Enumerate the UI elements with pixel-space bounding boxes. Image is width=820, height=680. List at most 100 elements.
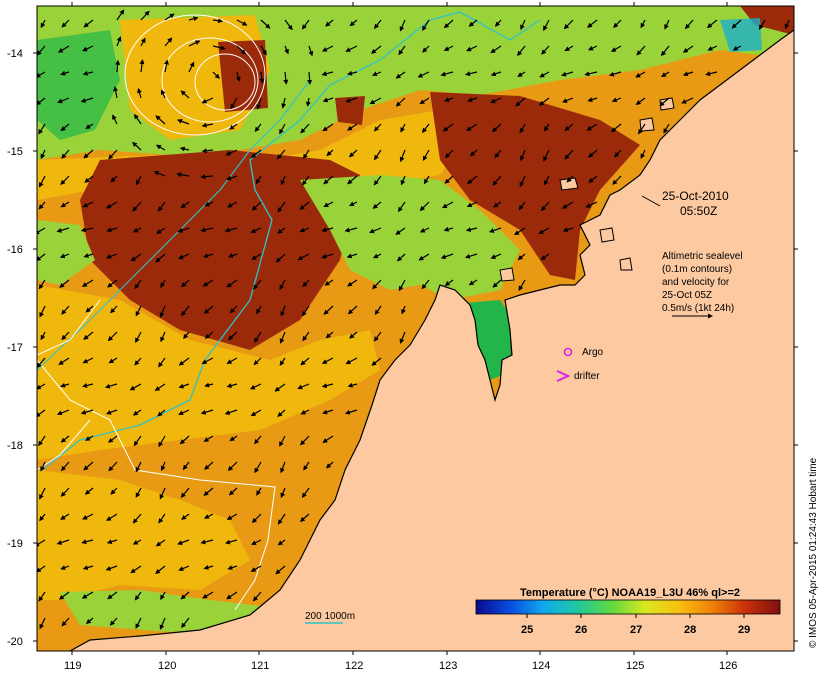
velocity-arrow <box>60 382 70 388</box>
x-tick-label: 121 <box>251 660 269 672</box>
velocity-arrow <box>588 175 598 183</box>
velocity-arrow <box>612 175 622 185</box>
velocity-arrow <box>201 357 214 364</box>
velocity-arrow <box>61 149 70 159</box>
velocity-arrow <box>60 175 70 186</box>
velocity-arrow <box>443 19 454 29</box>
velocity-arrow <box>758 19 766 30</box>
velocity-arrow <box>422 19 430 31</box>
velocity-arrow <box>81 539 94 545</box>
velocity-arrow <box>344 227 358 233</box>
velocity-arrow <box>135 461 142 473</box>
velocity-arrow <box>83 149 94 159</box>
green-patches-northwest <box>37 30 120 140</box>
velocity-arrow <box>204 201 214 207</box>
velocity-arrow <box>236 45 247 55</box>
velocity-arrow <box>297 253 310 261</box>
velocity-arrow <box>137 87 142 99</box>
velocity-arrow <box>252 591 262 602</box>
velocity-arrow <box>297 383 310 390</box>
velocity-arrow <box>154 383 166 391</box>
contour-1000m <box>37 79 311 371</box>
velocity-arrow <box>325 19 334 27</box>
colorbar-tick-label: 28 <box>684 624 696 636</box>
velocity-arrow <box>226 357 238 364</box>
velocity-arrow <box>345 97 358 103</box>
velocity-arrow <box>82 357 94 364</box>
velocity-arrow <box>442 123 454 132</box>
velocity-arrow <box>38 201 46 210</box>
velocity-arrow <box>277 201 286 213</box>
velocity-arrow <box>178 409 190 416</box>
x-tick-label: 124 <box>532 660 550 672</box>
velocity-arrow <box>37 45 46 56</box>
altimetry-line: 0.5m/s (1kt 24h) <box>662 303 734 314</box>
velocity-arrow <box>82 383 94 388</box>
velocity-arrows <box>37 9 790 630</box>
velocity-arrow <box>321 45 334 52</box>
velocity-arrow <box>587 97 598 102</box>
velocity-arrow <box>229 305 238 314</box>
velocity-arrow <box>225 149 238 156</box>
velocity-arrow <box>60 435 70 443</box>
velocity-arrow <box>178 565 190 571</box>
velocity-arrow <box>179 435 190 445</box>
velocity-arrow <box>614 149 622 158</box>
velocity-arrow <box>279 435 286 447</box>
y-tick-label: -20 <box>7 636 23 648</box>
velocity-arrow <box>660 45 670 57</box>
velocity-arrow <box>134 279 142 290</box>
velocity-arrow <box>83 253 94 258</box>
velocity-arrow <box>155 115 166 125</box>
velocity-arrow <box>280 305 286 317</box>
velocity-arrow <box>108 149 118 160</box>
velocity-arrow <box>178 357 190 366</box>
velocity-arrow <box>465 71 478 77</box>
velocity-arrow <box>444 279 454 286</box>
velocity-arrow <box>443 45 454 51</box>
velocity-arrow <box>200 539 214 545</box>
velocity-arrow <box>251 253 262 260</box>
x-tick-label: 122 <box>345 660 363 672</box>
velocity-arrow <box>610 45 622 52</box>
x-tick-label: 123 <box>439 660 457 672</box>
velocity-arrow <box>158 513 166 524</box>
velocity-arrow <box>80 97 94 103</box>
velocity-arrow <box>566 175 574 183</box>
velocity-arrow <box>543 175 550 186</box>
hot-band-central <box>80 150 360 350</box>
velocity-arrow <box>466 45 478 52</box>
colorbar-title: Temperature (°C) NOAA19_L3U 46% ql>=2 <box>520 587 740 599</box>
velocity-arrow <box>183 331 190 340</box>
velocity-arrow <box>255 175 262 185</box>
colorbar-tick-label: 25 <box>521 624 533 636</box>
velocity-arrow <box>56 409 70 416</box>
velocity-arrow <box>40 461 46 472</box>
velocity-arrow <box>301 305 310 317</box>
velocity-arrow <box>517 45 526 57</box>
velocity-arrow <box>374 305 382 316</box>
velocity-arrow <box>180 487 190 498</box>
colorbar: Temperature (°C) NOAA19_L3U 46% ql>=2 25… <box>475 587 781 636</box>
velocity-arrow <box>419 201 430 212</box>
velocity-arrow <box>160 461 166 472</box>
velocity-arrow <box>277 513 286 525</box>
velocity-arrow <box>38 591 46 602</box>
velocity-arrow <box>228 487 238 496</box>
y-tick-label: -15 <box>7 146 23 158</box>
velocity-arrow <box>204 331 214 339</box>
velocity-arrow <box>82 45 94 52</box>
velocity-arrow <box>38 175 46 188</box>
velocity-arrow <box>440 253 454 260</box>
velocity-arrow <box>113 86 119 99</box>
velocity-arrow <box>59 279 70 288</box>
velocity-arrow <box>494 19 502 27</box>
velocity-arrow <box>465 227 478 232</box>
velocity-arrow <box>158 357 166 368</box>
velocity-arrow <box>466 201 478 208</box>
velocity-arrow <box>212 71 220 79</box>
contour-legend-label: 200 1000m <box>305 611 355 622</box>
velocity-arrow <box>635 71 646 78</box>
altimetry-line: (0.1m contours) <box>662 264 732 275</box>
velocity-arrow <box>38 279 46 290</box>
